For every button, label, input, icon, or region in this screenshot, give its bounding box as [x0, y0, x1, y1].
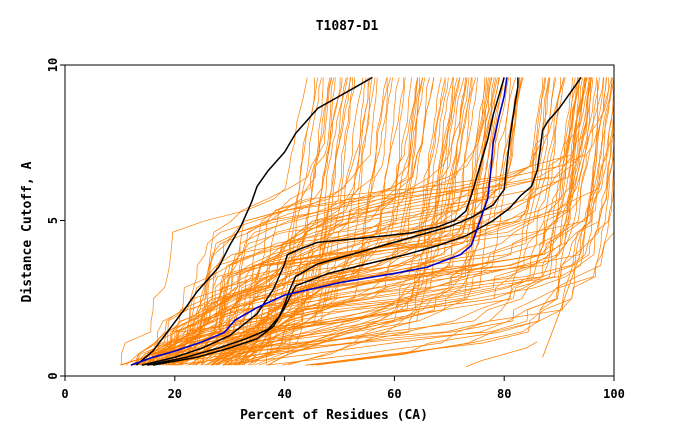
model-curve — [267, 77, 591, 366]
model-curve — [167, 77, 424, 366]
model-curve — [227, 77, 473, 366]
background-series-group — [119, 77, 615, 366]
model-curve — [200, 77, 588, 366]
model-curve — [174, 77, 406, 366]
stray-curve — [465, 341, 538, 368]
model-curve — [210, 77, 336, 366]
y-tick-label: 0 — [46, 372, 60, 379]
model-curve — [180, 77, 520, 366]
model-curve — [125, 77, 341, 366]
model-curve — [143, 77, 576, 366]
model-curve — [120, 77, 308, 366]
model-curve — [162, 77, 424, 366]
model-curve — [155, 77, 369, 366]
model-curve — [192, 77, 373, 366]
model-curve — [121, 77, 434, 366]
stray-curve — [542, 80, 598, 358]
model-curve — [217, 77, 315, 366]
model-curve — [210, 77, 581, 366]
x-tick-label: 60 — [387, 387, 401, 401]
model-curve — [229, 77, 615, 366]
x-tick-label: 20 — [168, 387, 182, 401]
model-curve — [140, 77, 522, 366]
model-curve — [170, 77, 565, 366]
model-curve — [172, 77, 413, 366]
model-curve — [212, 77, 587, 366]
model-curve — [149, 77, 586, 366]
x-tick-label: 40 — [277, 387, 291, 401]
model-curve — [134, 77, 461, 366]
model-curve — [119, 77, 388, 366]
model-curve — [233, 77, 501, 366]
x-tick-label: 80 — [497, 387, 511, 401]
reference-curve — [141, 77, 505, 366]
model-curve — [234, 77, 600, 366]
model-curve — [177, 77, 578, 366]
model-curve — [230, 77, 465, 366]
model-curve — [165, 77, 613, 366]
model-curve — [217, 77, 544, 366]
model-curve — [228, 77, 454, 366]
model-curve — [187, 77, 604, 366]
model-curve — [143, 77, 561, 366]
x-axis-label: Percent of Residues (CA) — [240, 408, 428, 423]
model-curve — [210, 77, 486, 366]
model-curve — [189, 77, 573, 366]
model-curve — [288, 77, 461, 366]
model-curve — [133, 77, 419, 366]
chart-title: T1087-D1 — [316, 19, 379, 34]
model-curve — [207, 77, 524, 366]
model-curve — [282, 77, 442, 366]
highlight-series-group — [130, 77, 508, 366]
model-curve — [143, 77, 468, 366]
model-curve — [216, 77, 521, 366]
stray-series-group — [465, 80, 598, 368]
model-curve — [179, 77, 497, 366]
model-curve — [134, 77, 378, 366]
model-curve — [166, 77, 546, 366]
model-curve — [226, 77, 565, 366]
model-curve — [172, 77, 505, 366]
model-curve — [268, 77, 498, 366]
model-curve — [159, 77, 352, 366]
model-curve — [134, 77, 376, 366]
model-curve — [147, 77, 510, 366]
y-axis-label: Distance Cutoff, A — [20, 161, 35, 302]
reference-curve — [152, 76, 582, 366]
model-curve — [133, 77, 393, 366]
model-curve — [162, 77, 435, 366]
highlight-curve — [130, 77, 508, 366]
model-curve — [146, 77, 486, 366]
model-curve — [223, 77, 405, 366]
y-axis: 0 5 10 — [46, 58, 65, 380]
model-curve — [240, 77, 591, 366]
x-axis: 0 20 40 60 80 100 — [61, 376, 625, 401]
model-curve — [188, 77, 364, 366]
model-curve — [236, 77, 588, 366]
model-curve — [241, 77, 557, 366]
reference-curve — [147, 77, 519, 366]
y-tick-label: 10 — [46, 58, 60, 72]
model-curve — [153, 77, 419, 366]
x-tick-label: 0 — [61, 387, 68, 401]
y-tick-label: 5 — [46, 217, 60, 224]
reference-curve — [135, 76, 373, 366]
reference-series-group — [135, 76, 582, 366]
model-curve — [169, 77, 348, 366]
model-curve — [181, 77, 492, 366]
model-curve — [249, 77, 449, 366]
model-curve — [223, 77, 607, 366]
model-curve — [247, 77, 547, 366]
x-tick-label: 100 — [603, 387, 625, 401]
model-curve — [138, 77, 446, 366]
